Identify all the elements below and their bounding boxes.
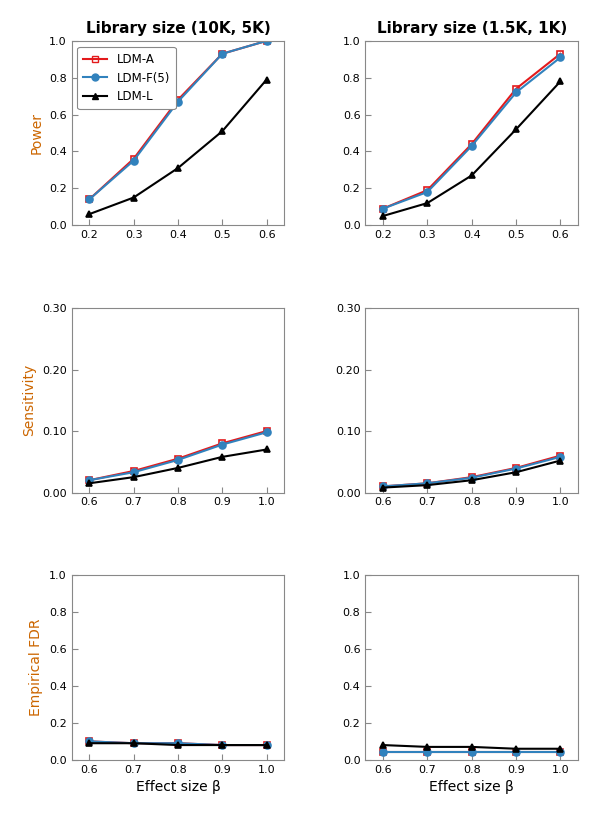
- X-axis label: Effect size β: Effect size β: [429, 780, 514, 794]
- X-axis label: Effect size β: Effect size β: [135, 780, 221, 794]
- Y-axis label: Power: Power: [29, 112, 44, 154]
- Legend: LDM-A, LDM-F(5), LDM-L: LDM-A, LDM-F(5), LDM-L: [77, 47, 176, 109]
- Y-axis label: Empirical FDR: Empirical FDR: [29, 619, 44, 717]
- Title: Library size (1.5K, 1K): Library size (1.5K, 1K): [377, 20, 567, 35]
- Y-axis label: Sensitivity: Sensitivity: [23, 364, 36, 436]
- Title: Library size (10K, 5K): Library size (10K, 5K): [86, 20, 271, 35]
